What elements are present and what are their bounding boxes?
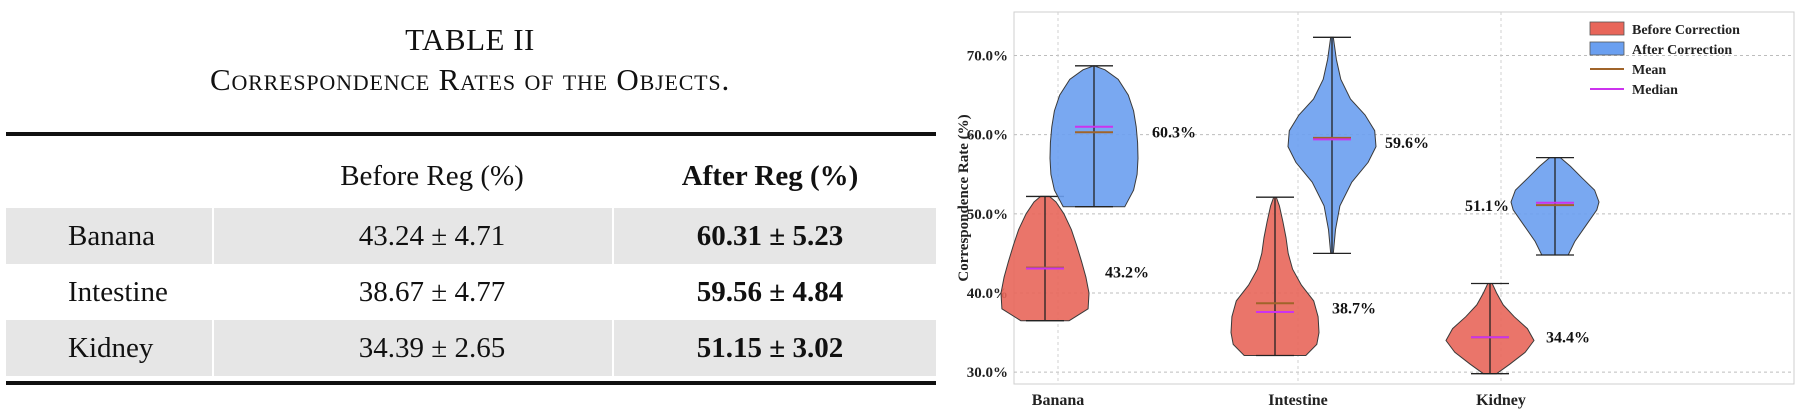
data-label: 34.4%: [1546, 329, 1590, 346]
y-tick-label: 30.0%: [967, 365, 1008, 381]
y-tick-label: 40.0%: [967, 286, 1008, 302]
x-tick-label: Intestine: [1268, 392, 1328, 409]
after-reg-value: 59.56 ± 4.84: [696, 276, 844, 308]
header-before-reg: Before Reg (%): [340, 160, 524, 192]
before-reg-value: 43.24 ± 4.71: [358, 220, 506, 252]
table-header-row: Before Reg (%) After Reg (%): [6, 152, 936, 200]
legend-swatch: [1589, 41, 1625, 56]
y-tick-label: 50.0%: [967, 207, 1008, 223]
data-label: 60.3%: [1152, 124, 1196, 141]
y-axis-label: Correspondence Rate (%): [956, 114, 972, 281]
column-separator: [612, 320, 614, 376]
before-reg-value: 38.67 ± 4.77: [358, 276, 506, 308]
column-separator: [612, 208, 614, 264]
legend-swatch: [1589, 21, 1625, 36]
row-name: Banana: [68, 220, 155, 252]
legend-label: Median: [1632, 83, 1678, 98]
y-tick-label: 60.0%: [967, 128, 1008, 144]
column-separator: [212, 320, 214, 376]
before-reg-value: 34.39 ± 2.65: [358, 332, 506, 364]
after-reg-value: 51.15 ± 3.02: [696, 332, 844, 364]
data-label: 59.6%: [1385, 135, 1429, 152]
data-label: 43.2%: [1105, 265, 1149, 282]
row-name: Intestine: [68, 276, 168, 308]
table-caption-title: Correspondence Rates of the Objects.: [209, 62, 730, 97]
table-row: Banana 43.24 ± 4.71 60.31 ± 5.23: [6, 208, 936, 264]
header-after-reg: After Reg (%): [681, 160, 859, 192]
violin-chart: 30.0% 40.0% 50.0% 60.0% 70.0% Correspondence …: [950, 0, 1797, 417]
data-label: 38.7%: [1332, 300, 1376, 317]
data-label: 51.1%: [1465, 198, 1509, 215]
table-caption-number: TABLE II: [405, 22, 535, 57]
x-tick-label: Banana: [1032, 392, 1084, 409]
y-tick-label: 70.0%: [967, 49, 1008, 65]
x-tick-label: Kidney: [1476, 392, 1526, 409]
correspondence-table: TABLE II Correspondence Rates of the Obj…: [6, 22, 936, 385]
legend-label: Before Correction: [1632, 23, 1740, 38]
table-row: Kidney 34.39 ± 2.65 51.15 ± 3.02: [6, 320, 936, 376]
table-bottom-rule: [6, 381, 936, 385]
violin-chart-svg: 30.0% 40.0% 50.0% 60.0% 70.0% Correspondence …: [956, 11, 1795, 409]
row-name: Kidney: [68, 332, 154, 364]
table-row: Intestine 38.67 ± 4.77 59.56 ± 4.84: [6, 264, 936, 320]
table-top-rule: [6, 132, 936, 136]
legend-label: After Correction: [1632, 43, 1732, 58]
column-separator: [212, 208, 214, 264]
after-reg-value: 60.31 ± 5.23: [696, 220, 844, 252]
plot-area: [1013, 11, 1795, 385]
legend-label: Mean: [1632, 63, 1666, 78]
